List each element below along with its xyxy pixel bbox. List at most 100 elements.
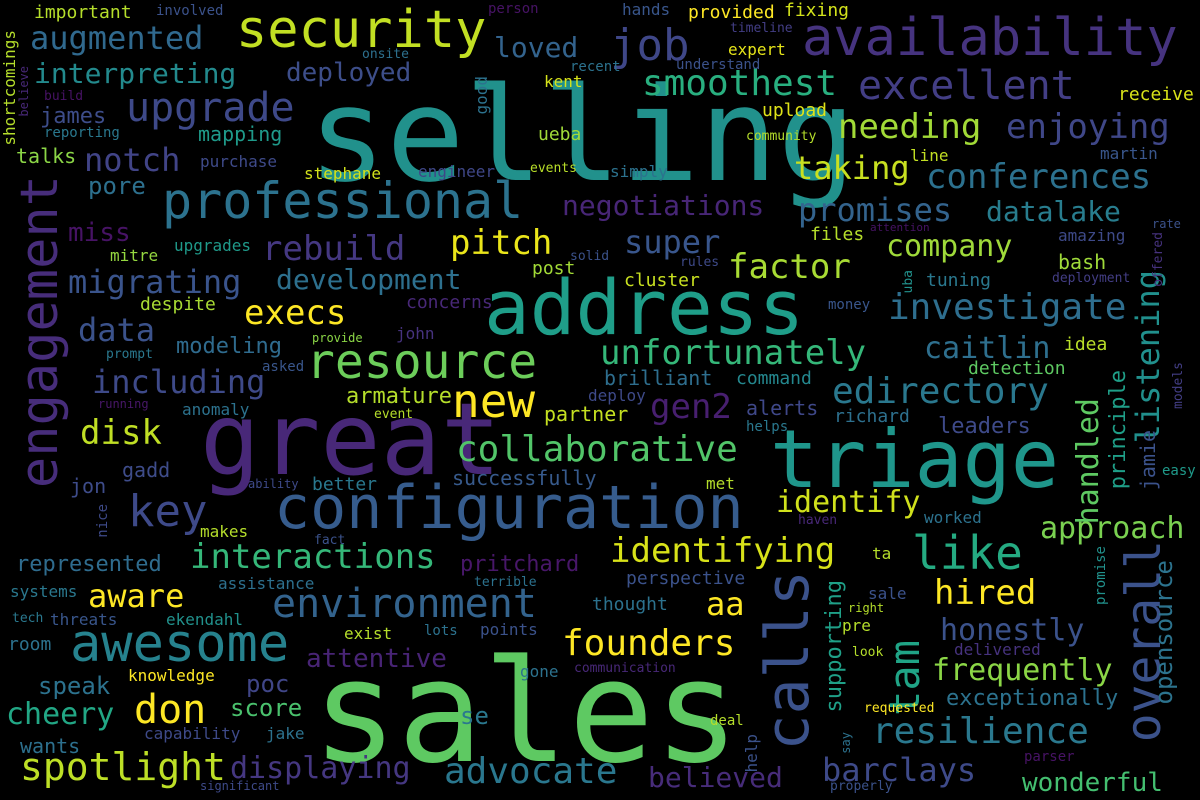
word-reporting: reporting	[44, 125, 120, 141]
word-ta: ta	[872, 544, 892, 563]
word-engineer: engineer	[418, 162, 496, 181]
word-poc: poc	[246, 670, 290, 698]
word-capability: capability	[144, 724, 241, 743]
word-command: command	[736, 368, 812, 389]
word-upgrade: upgrade	[126, 85, 295, 131]
word-supporting: supporting	[822, 580, 847, 713]
word-handled: handled	[1071, 398, 1106, 525]
word-datalake: datalake	[986, 195, 1121, 228]
word-fixing: fixing	[784, 0, 850, 21]
word-score: score	[230, 694, 303, 722]
word-onsite: onsite	[362, 47, 409, 62]
word-excellent: excellent	[858, 63, 1075, 109]
word-exceptionally: exceptionally	[946, 686, 1119, 711]
word-gadd: gadd	[122, 458, 171, 482]
word-mitre: mitre	[110, 246, 159, 265]
word-pre: pre	[842, 616, 871, 635]
word-makes: makes	[200, 522, 249, 541]
word-company: company	[886, 229, 1013, 264]
word-represented: represented	[16, 552, 162, 577]
word-caitlin: caitlin	[924, 331, 1051, 366]
word-helps: helps	[746, 419, 789, 435]
word-simply: simply	[610, 162, 668, 181]
word-leaders: leaders	[938, 414, 1031, 439]
word-stephane: stephane	[304, 164, 382, 183]
word-attentive: attentive	[306, 644, 447, 674]
word-promises: promises	[798, 191, 953, 229]
word-founders: founders	[562, 623, 736, 664]
word-say: say	[839, 732, 853, 754]
word-sale: sale	[868, 584, 907, 603]
word-loved: loved	[494, 31, 579, 64]
word-conferences: conferences	[926, 157, 1152, 197]
word-negotiations: negotiations	[562, 189, 765, 222]
word-development: development	[276, 263, 462, 296]
word-wants: wants	[20, 734, 81, 758]
word-build: build	[44, 89, 84, 104]
word-perspective: perspective	[626, 568, 746, 589]
word-jon: jon	[70, 474, 107, 498]
word-execs: execs	[244, 293, 347, 333]
word-recent: recent	[570, 59, 621, 75]
word-hired: hired	[934, 573, 1037, 613]
word-deal: deal	[710, 713, 744, 729]
word-tech: tech	[12, 611, 44, 626]
word-data: data	[78, 311, 156, 349]
word-promise: promise	[1093, 546, 1109, 606]
word-job: job	[610, 20, 690, 71]
word-assistance: assistance	[218, 574, 315, 593]
word-deployed: deployed	[286, 58, 412, 88]
word-principle: principle	[1106, 370, 1131, 490]
word-terrible: terrible	[474, 575, 537, 590]
word-prompt: prompt	[106, 347, 153, 362]
word-sales: sales	[312, 630, 740, 795]
word-knowledge: knowledge	[128, 666, 215, 685]
word-nice: nice	[95, 504, 111, 538]
word-speak: speak	[38, 672, 111, 700]
word-great: great	[200, 381, 502, 498]
word-opensource: opensource	[1150, 560, 1178, 705]
word-engagement: engagement	[10, 175, 70, 489]
word-mapping: mapping	[198, 122, 283, 146]
word-rules: rules	[680, 255, 720, 270]
word-room: room	[8, 634, 52, 655]
word-super: super	[624, 223, 721, 261]
word-running: running	[98, 397, 149, 411]
word-martin: martin	[1100, 144, 1158, 163]
word-pritchard: pritchard	[460, 552, 580, 577]
word-like: like	[912, 526, 1023, 580]
word-interactions: interactions	[190, 537, 436, 577]
word-selling: selling	[308, 59, 856, 211]
word-thought: thought	[592, 594, 668, 615]
word-barclays: barclays	[822, 751, 977, 789]
word-upgrades: upgrades	[174, 236, 252, 255]
word-collaborative: collaborative	[456, 429, 738, 470]
word-modeling: modeling	[176, 334, 282, 359]
word-talks: talks	[16, 144, 77, 168]
word-models: models	[1171, 362, 1186, 409]
word-ability: ability	[248, 477, 299, 491]
word-person: person	[488, 1, 539, 17]
word-exist: exist	[344, 624, 393, 643]
word-easy: easy	[1162, 463, 1196, 479]
word-new: new	[452, 374, 536, 428]
word-kent: kent	[544, 72, 583, 91]
word-rate: rate	[1152, 217, 1181, 231]
word-properly: properly	[830, 779, 893, 794]
word-hands: hands	[622, 0, 671, 19]
word-amazing: amazing	[1058, 226, 1126, 245]
word-approach: approach	[1040, 511, 1185, 546]
word-bash: bash	[1058, 250, 1107, 274]
word-investigate: investigate	[888, 287, 1127, 328]
word-professional: professional	[162, 172, 524, 230]
word-deployment: deployment	[1052, 271, 1131, 286]
word-upload: upload	[762, 100, 828, 121]
word-alerts: alerts	[746, 396, 819, 420]
word-uba: uba	[901, 270, 916, 294]
word-security: security	[236, 0, 487, 60]
word-frequently: frequently	[932, 653, 1113, 688]
word-idea: idea	[1064, 334, 1108, 355]
word-augmented: augmented	[30, 19, 204, 57]
word-environment: environment	[272, 581, 537, 627]
